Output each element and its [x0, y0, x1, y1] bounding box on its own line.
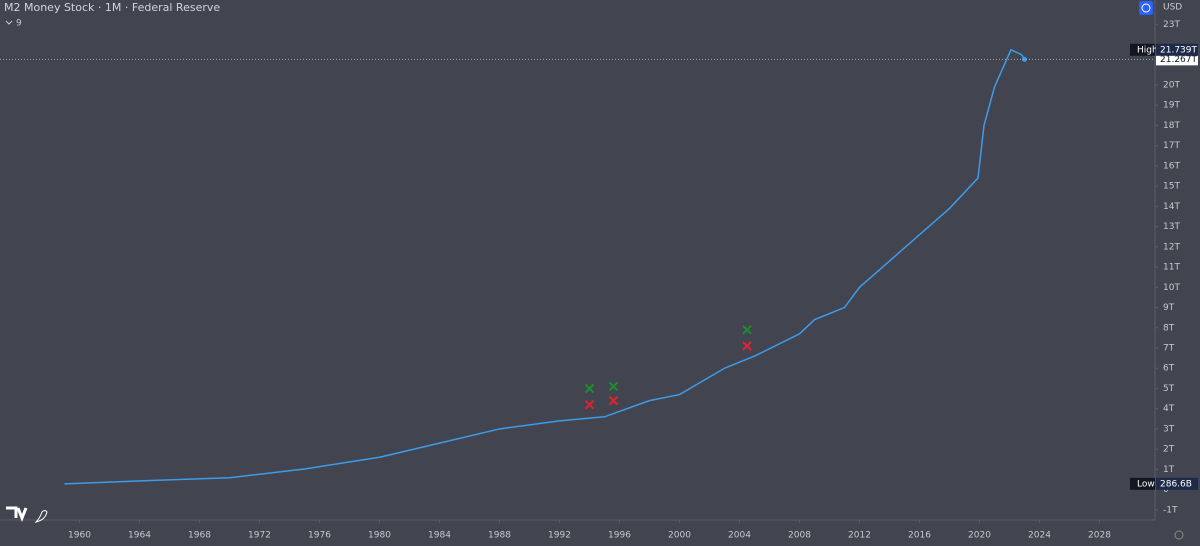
- signal-marker: [742, 325, 752, 335]
- collapse-icon[interactable]: [5, 20, 13, 25]
- y-tick-label: 8T: [1163, 323, 1175, 333]
- logo: [6, 506, 28, 523]
- x-tick-label: 2020: [968, 531, 991, 541]
- y-tick-label: 16T: [1163, 161, 1180, 171]
- y-tick-label: 11T: [1163, 263, 1180, 273]
- x-tick-label: 1968: [188, 531, 211, 541]
- chart-title: M2 Money Stock · 1M · Federal Reserve: [4, 1, 220, 14]
- signal-marker: [608, 381, 619, 392]
- low-badge-name: [1130, 477, 1155, 490]
- x-tick-label: 1976: [308, 531, 331, 541]
- y-tick-label: 5T: [1163, 384, 1175, 394]
- signal-marker: [584, 383, 595, 394]
- y-tick-label: 18T: [1163, 121, 1180, 131]
- last-price-label: 21.267T: [1160, 55, 1197, 65]
- signal-marker: [608, 395, 619, 406]
- x-tick-label: 2028: [1088, 531, 1111, 541]
- indicator-count: 9: [16, 19, 22, 29]
- high-badge-name: [1130, 43, 1155, 56]
- y-tick-label: 13T: [1163, 222, 1180, 232]
- x-tick-label: 2016: [908, 531, 931, 541]
- x-tick-label: 2024: [1028, 531, 1051, 541]
- y-tick-label: 17T: [1163, 141, 1180, 151]
- y-tick-label: 2T: [1163, 445, 1175, 455]
- x-tick-label: 2008: [788, 531, 811, 541]
- signal-marker: [742, 341, 752, 351]
- low-badge: [1156, 477, 1198, 490]
- x-tick-label: 1964: [128, 531, 151, 541]
- signal-marker: [584, 399, 595, 410]
- logo-icon[interactable]: [34, 510, 48, 523]
- low-value: 286.6B: [1160, 479, 1192, 489]
- y-tick-label: 4T: [1163, 404, 1175, 414]
- sync-icon: [1141, 3, 1151, 13]
- x-tick-label: 1996: [608, 531, 631, 541]
- x-tick-label: 2012: [848, 531, 871, 541]
- x-tick-label: 2000: [668, 531, 691, 541]
- settings-icon[interactable]: [1174, 530, 1184, 540]
- high-name: High: [1137, 45, 1158, 55]
- high-badge: [1156, 43, 1198, 56]
- y-tick-label: 12T: [1163, 242, 1180, 252]
- high-value: 21.739T: [1160, 45, 1197, 55]
- y-tick-label: 19T: [1163, 101, 1180, 111]
- x-tick-label: 1960: [68, 531, 91, 541]
- y-tick-label: 20T: [1163, 80, 1180, 90]
- y-tick-label: 10T: [1163, 283, 1180, 293]
- x-tick-label: 1988: [488, 531, 511, 541]
- last-price-badge: [1156, 53, 1198, 66]
- sync-button[interactable]: [1139, 1, 1153, 15]
- currency[interactable]: USD: [1163, 3, 1182, 13]
- y-tick-label: 0: [1163, 485, 1169, 495]
- y-tick-label: 6T: [1163, 364, 1175, 374]
- y-tick-label: 15T: [1163, 182, 1180, 192]
- x-tick-label: 1984: [428, 531, 451, 541]
- x-tick-label: 2004: [728, 531, 751, 541]
- y-tick-label: 7T: [1163, 344, 1175, 354]
- x-tick-label: 1980: [368, 531, 391, 541]
- x-tick-label: 1992: [548, 531, 571, 541]
- y-tick-label: 1T: [1163, 465, 1175, 475]
- last-point: [1022, 56, 1027, 62]
- y-tick-label: -1T: [1163, 505, 1178, 515]
- y-tick-label: 3T: [1163, 424, 1175, 434]
- low-name: Low: [1137, 479, 1155, 489]
- y-tick-label: 23T: [1163, 20, 1180, 30]
- y-tick-label: 14T: [1163, 202, 1180, 212]
- y-tick-label: 9T: [1163, 303, 1175, 313]
- x-tick-label: 1972: [248, 531, 271, 541]
- data-line: [64, 48, 1026, 485]
